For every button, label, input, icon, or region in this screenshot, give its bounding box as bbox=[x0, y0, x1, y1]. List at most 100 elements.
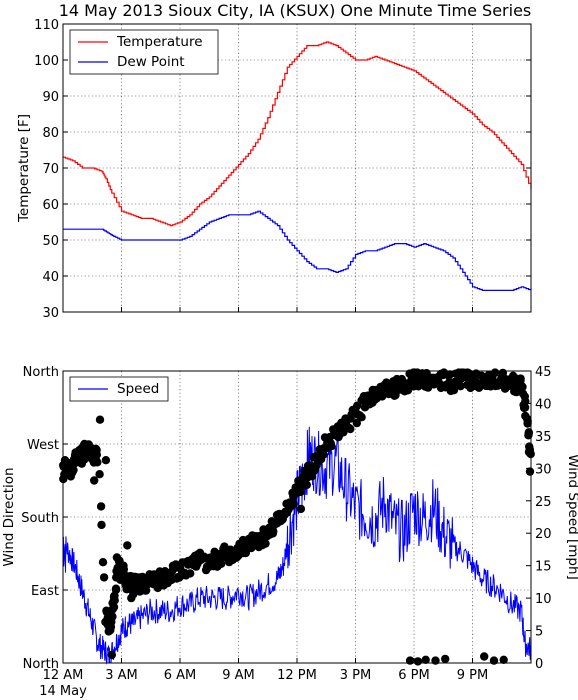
wind-direction-point bbox=[217, 559, 226, 568]
y-tick-label: 100 bbox=[34, 54, 59, 69]
legend-box bbox=[69, 29, 219, 75]
temperature-series bbox=[63, 41, 532, 291]
wind-direction-point bbox=[480, 652, 489, 661]
x-tick-label-line: 12 PM bbox=[277, 668, 317, 683]
series-line-dew-point bbox=[63, 210, 532, 291]
wind-direction-point bbox=[247, 543, 256, 553]
wind-direction-point bbox=[269, 527, 278, 536]
wind-direction-point bbox=[413, 657, 423, 666]
wind-speed-tick-label: 25 bbox=[535, 495, 552, 510]
wind-direction-point bbox=[352, 418, 361, 428]
wind-direction-point bbox=[119, 561, 128, 570]
wind-direction-point bbox=[123, 541, 132, 550]
wind-direction-ticks: North East South West North bbox=[21, 365, 68, 672]
wind-direction-point bbox=[431, 656, 440, 665]
wind-direction-point bbox=[97, 520, 106, 530]
wind-direction-point bbox=[524, 447, 534, 457]
wind-direction-point bbox=[107, 650, 117, 660]
y-tick-label: 40 bbox=[42, 270, 59, 285]
wind-direction-point bbox=[489, 656, 499, 665]
wind-direction-point bbox=[405, 656, 415, 665]
temperature-legend: Temperature Dew Point bbox=[69, 29, 219, 75]
wind-direction-point bbox=[421, 655, 430, 664]
wind-direction-point bbox=[80, 439, 89, 449]
x-tick-label-line: 3 AM bbox=[105, 668, 138, 683]
wind-direction-tick-label: South bbox=[21, 511, 59, 526]
series-line-speed bbox=[62, 426, 532, 665]
wind-panel: North East South West North 0 5 10 15 20 25 30 35 40… bbox=[1, 365, 578, 699]
x-tick-label-line: 6 AM bbox=[164, 668, 197, 683]
wind-speed-tick-label: 30 bbox=[535, 462, 552, 477]
wind-direction-point bbox=[111, 584, 121, 593]
wind-direction-tick-label: North bbox=[23, 657, 59, 672]
wind-direction-point bbox=[520, 403, 530, 412]
wind-direction-point bbox=[288, 488, 298, 497]
x-tick-label-line: 3 PM bbox=[340, 668, 371, 683]
wind-direction-point bbox=[261, 539, 270, 548]
wind-direction-point bbox=[296, 487, 305, 497]
wind-speed-tick-label: 20 bbox=[535, 527, 552, 542]
wind-direction-point bbox=[499, 655, 508, 664]
wind-speed-tick-label: 15 bbox=[535, 560, 552, 575]
chart-title: 14 May 2013 Sioux City, IA (KSUX) One Mi… bbox=[59, 1, 532, 20]
wind-direction-point bbox=[346, 424, 355, 434]
wind-speed-tick-label: 5 bbox=[535, 625, 543, 640]
wind-direction-point bbox=[96, 502, 106, 511]
x-tick-label: 6 AM bbox=[164, 668, 197, 683]
wind-speed-tick-label: 0 bbox=[535, 657, 543, 672]
x-tick-label-line: 9 AM bbox=[222, 668, 255, 683]
legend-label-temperature: Temperature bbox=[116, 34, 203, 50]
wind-direction-point bbox=[90, 476, 99, 485]
wind-direction-point bbox=[98, 558, 108, 567]
series-line-temperature bbox=[63, 41, 532, 227]
x-tick-label-line: 6 PM bbox=[398, 668, 429, 683]
y-tick-label: 110 bbox=[34, 18, 59, 33]
x-tick-label: 9 PM bbox=[457, 668, 488, 683]
wind-direction-point bbox=[241, 548, 250, 558]
wind-direction-point bbox=[327, 442, 336, 451]
wind-direction-point bbox=[101, 456, 111, 465]
wind-direction-point bbox=[92, 450, 102, 459]
temperature-panel: 30 40 50 60 70 80 90 100 110 Temperature [F] Tem… bbox=[16, 18, 532, 321]
wind-direction-point bbox=[93, 458, 102, 467]
y-tick-label: 60 bbox=[42, 198, 59, 213]
wind-direction-point bbox=[523, 419, 532, 428]
wind-direction-point bbox=[456, 382, 465, 391]
x-tick-label: 9 AM bbox=[222, 668, 255, 683]
x-tick-label-line: 12 AM bbox=[43, 668, 84, 683]
wind-direction-point bbox=[357, 413, 366, 422]
wind-speed-tick-label: 10 bbox=[535, 592, 552, 607]
x-tick-label: 12 AM 14 May bbox=[39, 668, 87, 699]
wind-direction-tick-label: West bbox=[27, 438, 59, 453]
legend-label-speed: Speed bbox=[117, 381, 159, 397]
wind-direction-point bbox=[99, 573, 109, 582]
wind-direction-point bbox=[186, 569, 195, 578]
temperature-y-axis-label: Temperature [F] bbox=[16, 114, 32, 223]
wind-direction-tick-label: North bbox=[23, 365, 59, 380]
wind-direction-point bbox=[518, 382, 527, 392]
wind-direction-point bbox=[289, 499, 298, 509]
wind-series bbox=[59, 368, 535, 666]
y-tick-label: 70 bbox=[42, 162, 59, 177]
wind-direction-point bbox=[108, 612, 117, 621]
x-tick-label-line: 14 May bbox=[39, 684, 87, 699]
wind-speed-tick-label: 35 bbox=[535, 430, 552, 445]
wind-legend: Speed bbox=[69, 376, 169, 402]
wind-direction-point bbox=[127, 593, 136, 603]
wind-direction-point bbox=[69, 465, 78, 475]
legend-label-dew-point: Dew Point bbox=[117, 54, 185, 70]
wind-speed-tick-label: 40 bbox=[535, 397, 552, 412]
x-tick-label: 3 AM bbox=[105, 668, 138, 683]
wind-speed-axis-label: Wind Speed [mph] bbox=[565, 454, 578, 580]
wind-direction-point bbox=[525, 467, 535, 476]
x-tick-label: 6 PM bbox=[398, 668, 429, 683]
y-tick-label: 90 bbox=[42, 90, 59, 105]
wind-speed-tick-label: 45 bbox=[535, 365, 552, 380]
wind-direction-point bbox=[109, 602, 119, 612]
x-tick-label: 3 PM bbox=[340, 668, 371, 683]
wind-speed-ticks: 0 5 10 15 20 25 30 35 40 45 bbox=[526, 365, 552, 672]
wind-direction-axis-label: Wind Direction bbox=[1, 467, 17, 566]
wind-direction-point bbox=[524, 428, 533, 437]
wind-direction-point bbox=[95, 470, 104, 479]
